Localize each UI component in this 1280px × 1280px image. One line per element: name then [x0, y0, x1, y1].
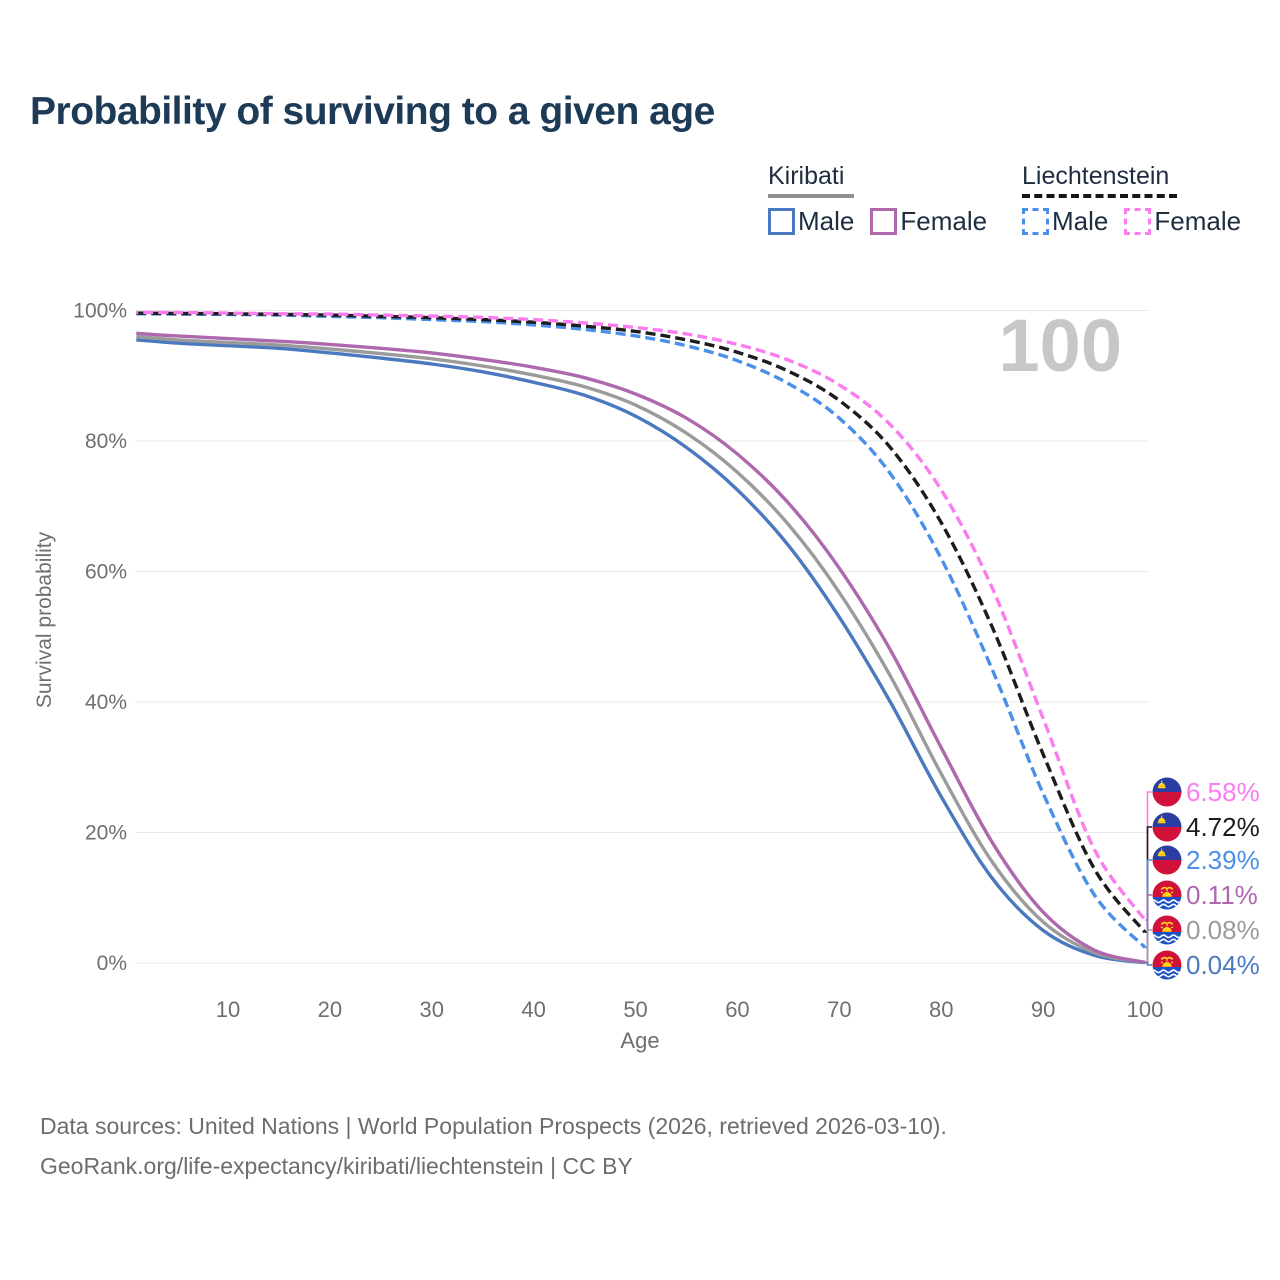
legend-country-label: Kiribati	[768, 162, 845, 190]
y-tick-label: 20%	[85, 822, 127, 845]
end-label-value: 2.39%	[1186, 844, 1260, 875]
legend-group-kiribati: Kiribati Male Female	[768, 162, 1003, 237]
end-label-liechtenstein-female: 6.58%	[1152, 777, 1260, 807]
end-label-liechtenstein-both: 4.72%	[1152, 812, 1260, 842]
end-label-connector-liechtenstein-male	[1145, 859, 1152, 949]
hover-age-watermark: 100	[999, 304, 1122, 387]
end-label-connector-kiribati-female	[1145, 894, 1152, 964]
legend-item-label: Female	[1154, 206, 1242, 236]
end-label-liechtenstein-male: 2.39%	[1152, 845, 1260, 875]
y-tick-label: 80%	[85, 430, 127, 453]
liechtenstein-male-swatch	[1022, 208, 1049, 235]
y-tick-label: 0%	[97, 952, 127, 975]
end-label-value: 6.58%	[1186, 776, 1260, 807]
end-label-kiribati-female: 0.11%	[1152, 880, 1258, 910]
legend-item-label: Male	[798, 206, 855, 236]
y-axis-title: Survival probability	[33, 531, 56, 709]
y-tick-label: 60%	[85, 561, 127, 584]
legend-item-kiribati-female[interactable]: Female	[870, 206, 987, 237]
legend-item-label: Male	[1052, 206, 1109, 236]
x-tick-label: 60	[725, 997, 749, 1022]
kiribati-flag-icon	[1152, 950, 1182, 980]
kiribati-flag-icon	[1152, 880, 1182, 910]
series-line-kiribati-male[interactable]	[136, 338, 1146, 965]
x-tick-label: 80	[929, 997, 953, 1022]
x-axis-title: Age	[620, 1028, 660, 1053]
footer: Data sources: United Nations | World Pop…	[40, 1106, 947, 1186]
x-tick-label: 70	[827, 997, 851, 1022]
footer-attribution: GeoRank.org/life-expectancy/kiribati/lie…	[40, 1153, 633, 1179]
page-title: Probability of surviving to a given age	[30, 90, 715, 133]
liechtenstein-linestyle-swatch	[1022, 194, 1177, 198]
x-tick-label: 40	[521, 997, 545, 1022]
x-tick-label: 20	[318, 997, 342, 1022]
legend-item-kiribati-male[interactable]: Male	[768, 206, 854, 237]
legend-item-liechtenstein-male[interactable]: Male	[1022, 206, 1108, 237]
y-tick-label: 100%	[73, 300, 127, 323]
x-tick-label: 30	[420, 997, 444, 1022]
x-tick-label: 90	[1031, 997, 1055, 1022]
end-label-connector-liechtenstein-female	[1145, 791, 1152, 921]
kiribati-female-swatch	[870, 208, 898, 235]
end-label-value: 4.72%	[1186, 811, 1260, 842]
legend-group-liechtenstein: Liechtenstein Male Female	[1022, 162, 1257, 237]
end-label-connector-liechtenstein-both	[1145, 826, 1152, 933]
liechtenstein-flag-icon	[1152, 777, 1182, 807]
series-line-kiribati-female[interactable]	[136, 331, 1146, 964]
legend-country-label: Liechtenstein	[1022, 162, 1170, 190]
kiribati-flag-icon	[1152, 915, 1182, 945]
footer-sources: Data sources: United Nations | World Pop…	[40, 1113, 947, 1139]
end-label-connector-kiribati-male	[1145, 961, 1152, 966]
end-label-value: 0.11%	[1186, 879, 1258, 910]
kiribati-linestyle-swatch	[768, 194, 854, 198]
x-tick-label: 50	[623, 997, 647, 1022]
liechtenstein-flag-icon	[1152, 812, 1182, 842]
x-tick-label: 10	[216, 997, 240, 1022]
liechtenstein-female-swatch	[1124, 208, 1152, 235]
end-label-kiribati-male: 0.04%	[1152, 950, 1260, 980]
kiribati-male-swatch	[768, 208, 795, 235]
legend-header-kiribati[interactable]: Kiribati	[768, 162, 1003, 198]
legend-item-liechtenstein-female[interactable]: Female	[1124, 206, 1241, 237]
x-tick-label: 100	[1127, 997, 1164, 1022]
series-line-kiribati-both[interactable]	[136, 334, 1146, 965]
legend-header-liechtenstein[interactable]: Liechtenstein	[1022, 162, 1257, 198]
legend-item-label: Female	[900, 206, 988, 236]
end-label-value: 0.08%	[1186, 914, 1260, 945]
end-label-kiribati-both: 0.08%	[1152, 915, 1260, 945]
series-line-liechtenstein-female[interactable]	[136, 310, 1147, 922]
end-label-value: 0.04%	[1186, 949, 1260, 980]
liechtenstein-flag-icon	[1152, 845, 1182, 875]
y-tick-label: 40%	[85, 691, 127, 714]
